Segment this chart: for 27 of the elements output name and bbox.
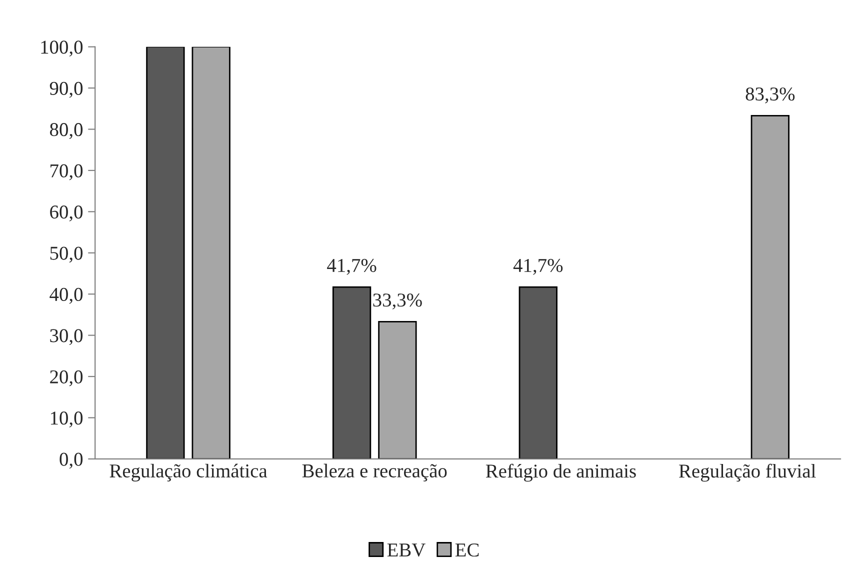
y-tick-label: 10,0 <box>50 412 83 428</box>
data-label: 83,3% <box>746 87 795 104</box>
y-tick-label: 20,0 <box>50 370 83 386</box>
x-tick-label: Refúgio de animais <box>486 464 636 482</box>
y-tick-label: 70,0 <box>50 164 83 180</box>
data-label: 33,3% <box>373 294 422 310</box>
y-tick-label: 90,0 <box>50 82 83 98</box>
data-label: 41,7% <box>513 258 563 275</box>
data-label: 41,7% <box>327 258 376 275</box>
y-tick-label: 100,0 <box>41 40 83 57</box>
y-tick-label: 0,0 <box>60 452 83 469</box>
x-tick-label: Beleza e recreação <box>302 464 447 482</box>
bar <box>332 286 372 459</box>
bar <box>146 46 185 459</box>
bar <box>378 321 417 459</box>
y-tick-label: 80,0 <box>50 123 83 139</box>
bar <box>518 286 558 459</box>
legend-label: EBV <box>387 544 426 557</box>
x-tick-label: Regulação fluvial <box>679 464 816 482</box>
bar <box>750 114 790 459</box>
y-tick-label: 30,0 <box>50 329 83 346</box>
y-tick-label: 50,0 <box>50 246 83 263</box>
x-tick-label: Regulação climática <box>110 464 268 482</box>
y-tick-label: 40,0 <box>50 288 83 304</box>
y-tick-label: 60,0 <box>50 205 83 222</box>
legend-label: EC <box>455 543 479 557</box>
bar <box>192 46 230 459</box>
